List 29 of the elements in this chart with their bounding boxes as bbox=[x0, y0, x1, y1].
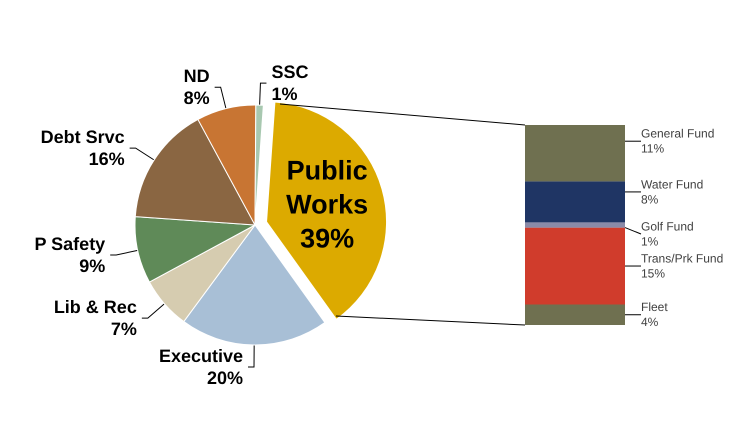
data-label: 15% bbox=[641, 266, 666, 281]
slice-label: Debt Srvc bbox=[40, 127, 125, 148]
series-label: Trans/Prk Fund bbox=[641, 252, 724, 266]
data-label: 8% bbox=[184, 88, 210, 108]
data-label: 8% bbox=[641, 192, 659, 206]
slice-label: Public Works bbox=[286, 156, 368, 220]
data-label: 7% bbox=[110, 319, 137, 340]
data-label: 1% bbox=[271, 84, 298, 104]
data-label: 16% bbox=[88, 149, 125, 170]
bar bbox=[525, 304, 625, 325]
series-label: General Fund bbox=[641, 126, 714, 141]
data-label: 39% bbox=[300, 224, 354, 254]
bar bbox=[525, 181, 625, 222]
slice-label: Executive bbox=[158, 346, 244, 366]
data-label: 11% bbox=[641, 142, 664, 156]
data-label: 20% bbox=[206, 368, 244, 388]
slice-label: P Safety bbox=[34, 234, 106, 254]
slice-label: Lib & Rec bbox=[54, 297, 137, 318]
series-label: Golf Fund bbox=[641, 220, 694, 234]
bar bbox=[525, 125, 625, 182]
data-label: 1% bbox=[641, 234, 659, 248]
series-label: Fleet bbox=[641, 300, 668, 314]
data-label: 9% bbox=[79, 256, 106, 276]
bar bbox=[525, 222, 625, 228]
series-label: Water Fund bbox=[641, 177, 704, 192]
slice-label: SSC bbox=[271, 62, 308, 82]
bar bbox=[525, 228, 625, 304]
data-label: 4% bbox=[641, 315, 659, 330]
slice-label: ND bbox=[184, 66, 210, 86]
